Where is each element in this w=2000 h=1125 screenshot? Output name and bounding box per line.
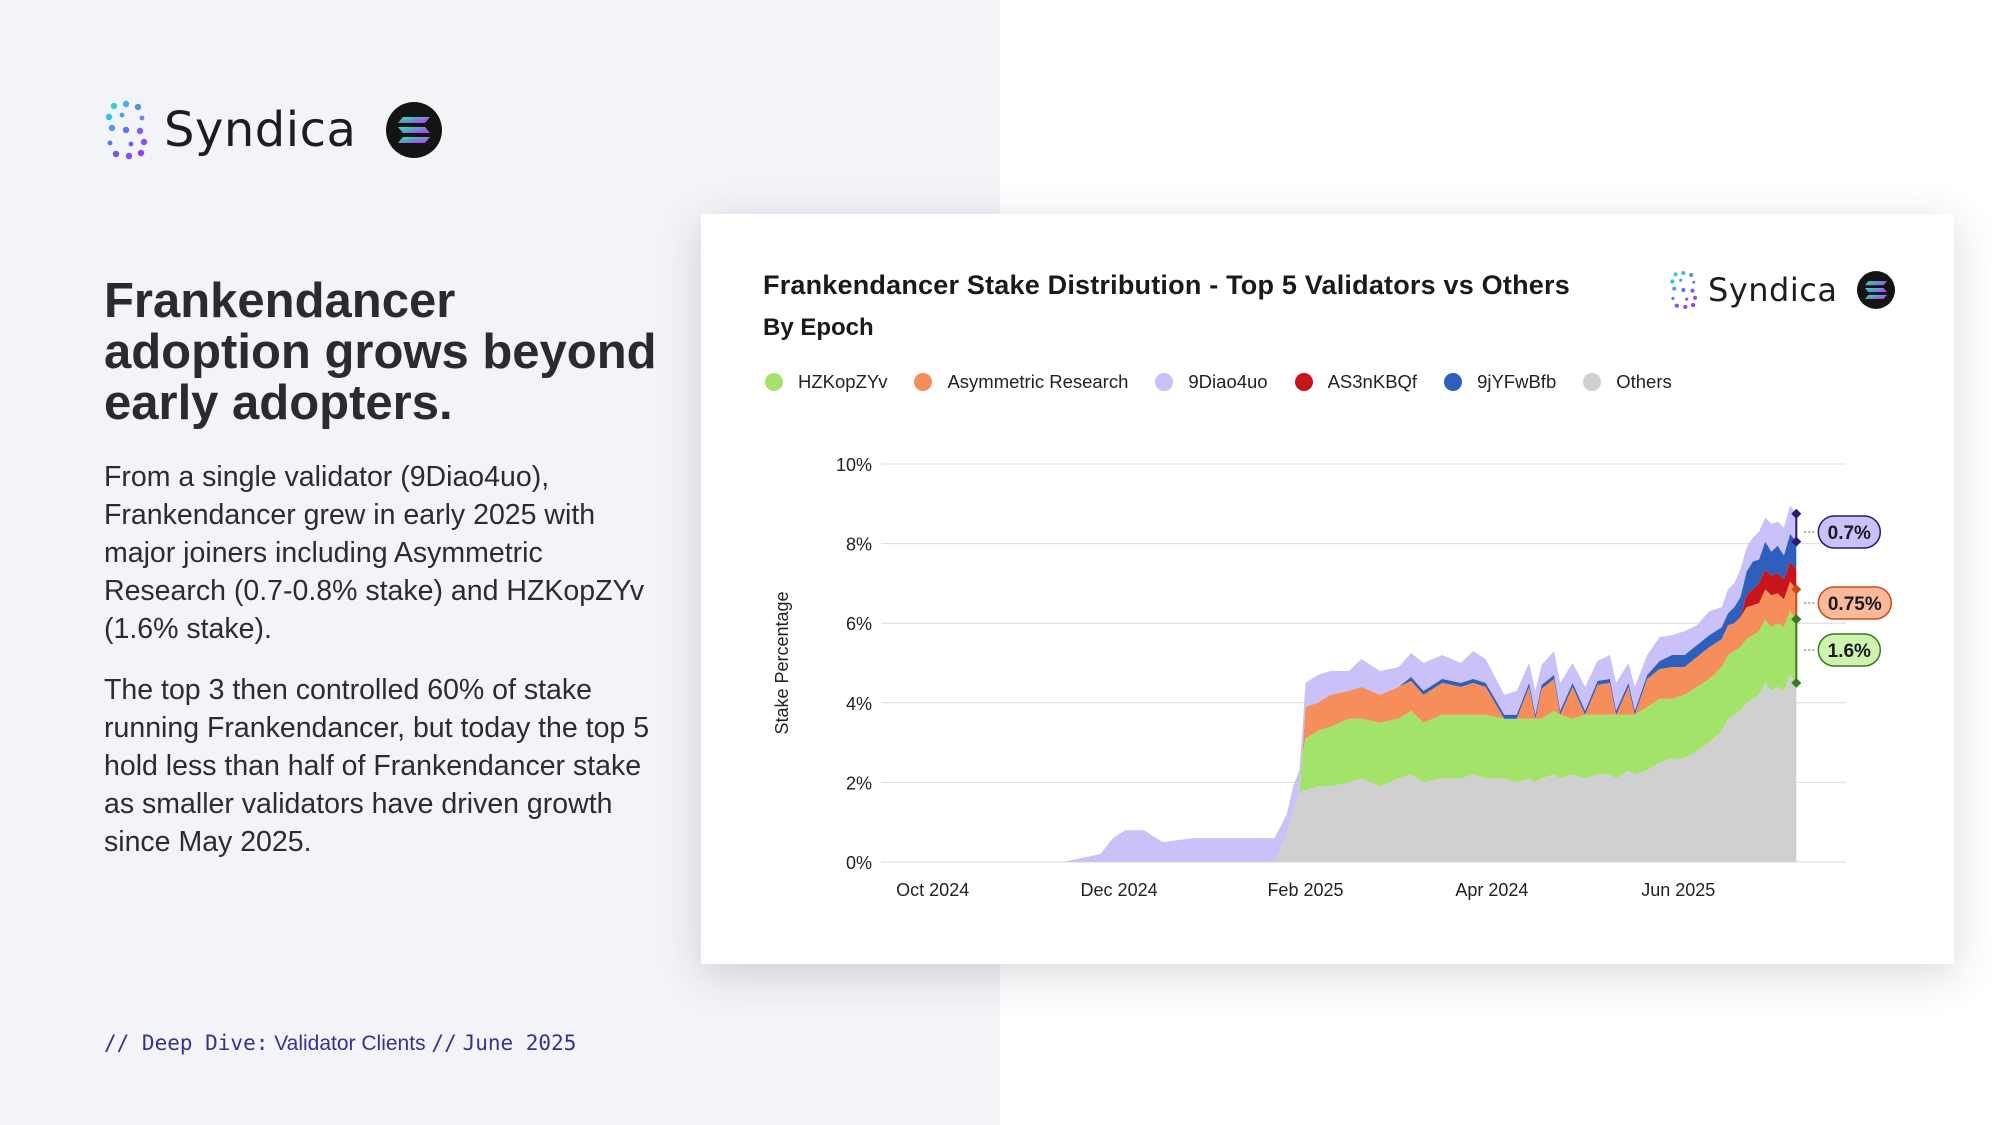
annotation-marker	[1791, 536, 1802, 547]
y-tick-label: 0%	[846, 853, 872, 873]
footer-tagline: // Deep Dive: Validator Clients // June …	[104, 1031, 576, 1056]
annotation-marker	[1791, 614, 1802, 625]
footer-separator: //	[431, 1031, 457, 1055]
x-tick-label: Oct 2024	[896, 880, 969, 900]
brand-name: Syndica	[164, 102, 357, 158]
chart-legend: HZKopZYv Asymmetric Research 9Diao4uo AS3nK…	[765, 371, 1699, 393]
solana-badge	[386, 102, 443, 158]
legend-item: Others	[1583, 371, 1672, 393]
legend-label: HZKopZYv	[798, 371, 888, 392]
chart-card: Frankendancer Stake Distribution - Top 5…	[701, 214, 1954, 964]
syndica-logo-icon	[105, 100, 148, 160]
x-tick-label: Jun 2025	[1641, 880, 1715, 900]
legend-dot	[765, 373, 783, 391]
chart-title: Frankendancer Stake Distribution - Top 5…	[763, 270, 1570, 300]
area-others	[883, 674, 1797, 862]
legend-label: AS3nKBQf	[1327, 371, 1418, 392]
chart-brand: Syndica	[1669, 270, 1896, 310]
legend-dot	[1155, 373, 1174, 391]
area-hzkopzyv	[883, 611, 1797, 862]
x-tick-label: Feb 2025	[1267, 880, 1343, 900]
syndica-logo-icon	[1670, 270, 1698, 310]
legend-dot	[1444, 373, 1463, 391]
legend-item: Asymmetric Research	[914, 371, 1128, 393]
footer-topic: Validator Clients	[274, 1032, 426, 1055]
chart-brand-name: Syndica	[1708, 271, 1838, 309]
area-asymmetric-research	[883, 581, 1797, 862]
legend-label: Others	[1616, 371, 1672, 392]
headline: Frankendancer adoption grows beyond earl…	[104, 274, 657, 430]
footer-date: June 2025	[462, 1031, 577, 1055]
annotation-marker	[1791, 584, 1802, 595]
x-tick-label: Dec 2024	[1081, 880, 1158, 900]
annotation-pill	[1817, 633, 1882, 667]
chart-solana-badge	[1857, 271, 1896, 309]
legend-dot	[1294, 373, 1313, 391]
legend-item: 9Diao4uo	[1155, 371, 1268, 393]
legend-item: AS3nKBQf	[1294, 371, 1418, 393]
body-paragraph-1: From a single validator (9Diao4uo), Fran…	[104, 461, 645, 645]
annotation-label: 1.6%	[1828, 641, 1871, 662]
body-paragraph-2: The top 3 then controlled 60% of stake r…	[104, 674, 650, 858]
annotation-label: 0.7%	[1828, 523, 1871, 544]
solana-icon	[398, 117, 431, 143]
x-tick-label: Apr 2024	[1455, 880, 1528, 900]
legend-label: 9jYFwBfb	[1477, 371, 1557, 392]
y-tick-label: 2%	[846, 773, 872, 793]
y-tick-label: 8%	[846, 535, 872, 555]
annotation-marker	[1791, 508, 1802, 519]
annotation-label: 0.75%	[1828, 594, 1882, 615]
y-axis-label: Stake Percentage	[772, 591, 792, 734]
legend-item: HZKopZYv	[765, 371, 887, 393]
area-9diao4uo	[883, 505, 1797, 862]
chart-subtitle: By Epoch	[763, 314, 874, 341]
stake-area-chart: 0% 2% 4% 6% 8% 10% Oct 2024 Dec 2024 Feb 2025 Apr…	[772, 455, 1893, 900]
y-tick-label: 10%	[836, 455, 872, 475]
annotation-marker	[1791, 677, 1802, 688]
annotation-pill	[1817, 515, 1882, 549]
y-tick-label: 6%	[846, 614, 872, 634]
legend-label: Asymmetric Research	[947, 371, 1129, 392]
legend-dot	[914, 373, 933, 391]
legend-item: 9jYFwBfb	[1444, 371, 1556, 393]
brand-header: Syndica	[104, 100, 443, 160]
legend-label: 9Diao4uo	[1188, 371, 1268, 392]
annotation-pill	[1817, 586, 1893, 620]
y-tick-label: 4%	[846, 694, 872, 714]
legend-dot	[1583, 373, 1602, 391]
footer-prefix: // Deep Dive:	[104, 1031, 269, 1055]
solana-icon	[1865, 281, 1888, 299]
